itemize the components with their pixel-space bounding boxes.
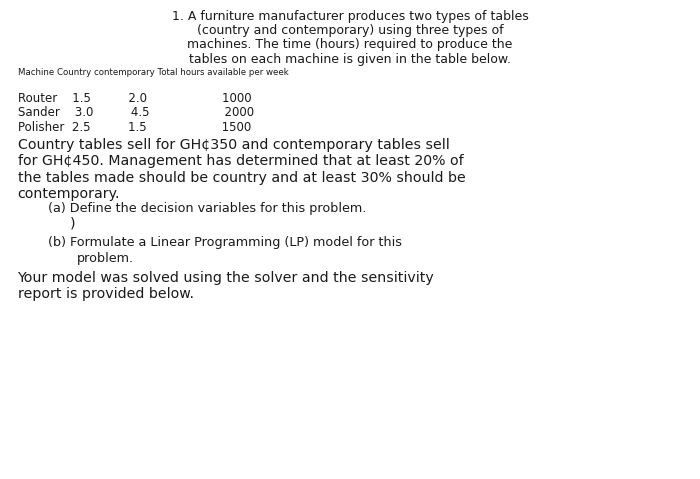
Text: for GH¢450. Management has determined that at least 20% of: for GH¢450. Management has determined th… bbox=[18, 154, 463, 168]
Text: Your model was solved using the solver and the sensitivity: Your model was solved using the solver a… bbox=[18, 271, 434, 285]
Text: Machine Country contemporary Total hours available per week: Machine Country contemporary Total hours… bbox=[18, 68, 288, 77]
Text: (b) Formulate a Linear Programming (LP) model for this: (b) Formulate a Linear Programming (LP) … bbox=[48, 236, 402, 249]
Text: Sander    3.0          4.5                    2000: Sander 3.0 4.5 2000 bbox=[18, 106, 253, 119]
Text: problem.: problem. bbox=[77, 252, 134, 265]
Text: (a) Define the decision variables for this problem.: (a) Define the decision variables for th… bbox=[48, 202, 366, 215]
Text: (country and contemporary) using three types of: (country and contemporary) using three t… bbox=[197, 24, 503, 37]
Text: contemporary.: contemporary. bbox=[18, 187, 120, 201]
Text: report is provided below.: report is provided below. bbox=[18, 287, 193, 301]
Text: Router    1.5          2.0                    1000: Router 1.5 2.0 1000 bbox=[18, 92, 251, 105]
Text: machines. The time (hours) required to produce the: machines. The time (hours) required to p… bbox=[188, 38, 512, 51]
Text: the tables made should be country and at least 30% should be: the tables made should be country and at… bbox=[18, 171, 466, 184]
Text: Polisher  2.5          1.5                    1500: Polisher 2.5 1.5 1500 bbox=[18, 121, 251, 134]
Text: Country tables sell for GH¢350 and contemporary tables sell: Country tables sell for GH¢350 and conte… bbox=[18, 138, 449, 152]
Text: tables on each machine is given in the table below.: tables on each machine is given in the t… bbox=[189, 53, 511, 66]
Text: 1. A furniture manufacturer produces two types of tables: 1. A furniture manufacturer produces two… bbox=[172, 10, 528, 23]
Text: ): ) bbox=[70, 217, 76, 230]
